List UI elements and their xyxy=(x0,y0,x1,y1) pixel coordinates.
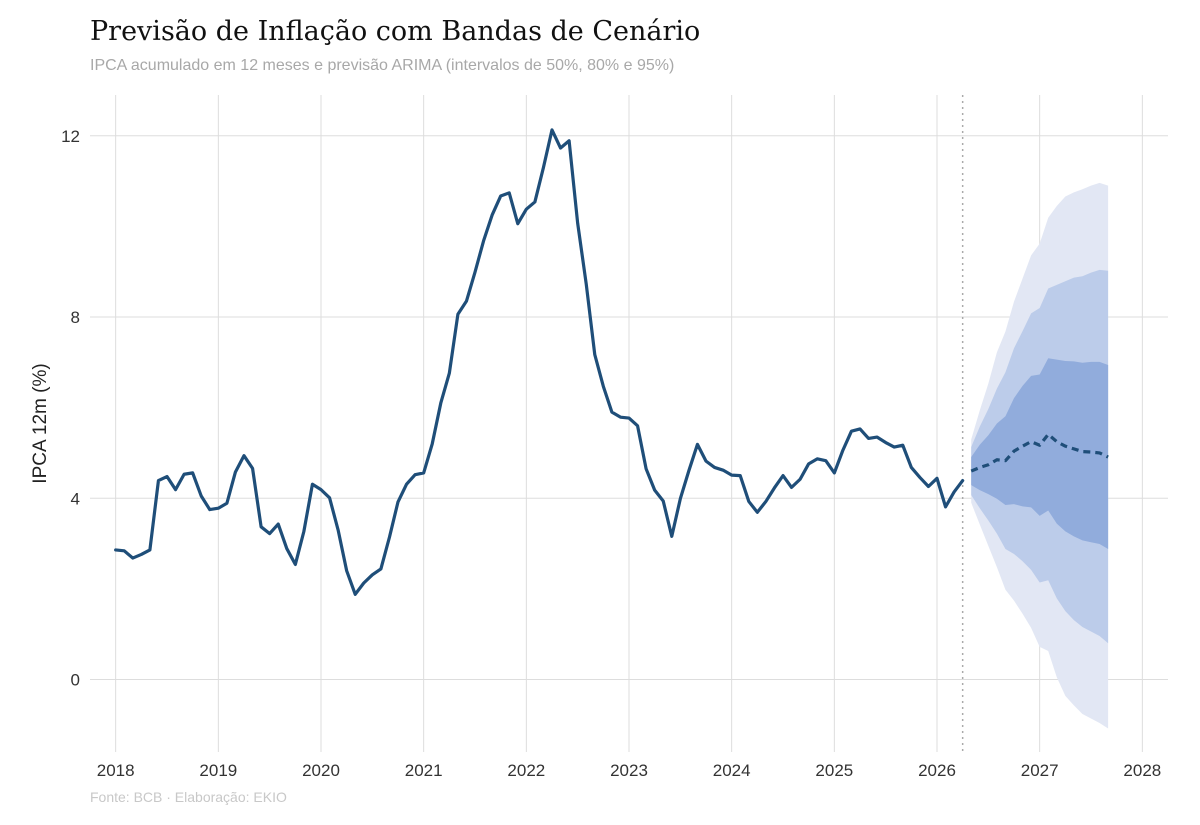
y-axis-title: IPCA 12m (%) xyxy=(30,363,51,483)
x-tick-label: 2026 xyxy=(918,761,956,780)
source-caption: Fonte: BCB · Elaboração: EKIO xyxy=(90,789,287,805)
x-tick-label: 2027 xyxy=(1021,761,1059,780)
history-line xyxy=(114,128,965,596)
x-tick-label: 2018 xyxy=(97,761,135,780)
band-50 xyxy=(971,358,1109,550)
x-tick-label: 2021 xyxy=(405,761,443,780)
forecast-mean-line xyxy=(970,432,1109,473)
y-tick-label: 8 xyxy=(71,308,80,327)
y-tick-label: 12 xyxy=(61,127,80,146)
y-tick-label: 4 xyxy=(71,489,80,508)
chart-subtitle: IPCA acumulado em 12 meses e previsão AR… xyxy=(90,57,675,74)
forecast-bands xyxy=(971,182,1109,729)
x-tick-label: 2028 xyxy=(1123,761,1161,780)
x-tick-label: 2023 xyxy=(610,761,648,780)
x-tick-label: 2019 xyxy=(199,761,237,780)
series-lines xyxy=(114,128,1109,596)
chart-title: Previsão de Inflação com Bandas de Cenár… xyxy=(90,16,701,47)
y-tick-label: 0 xyxy=(71,671,80,690)
x-tick-label: 2024 xyxy=(713,761,751,780)
x-tick-label: 2020 xyxy=(302,761,340,780)
x-tick-label: 2025 xyxy=(815,761,853,780)
x-tick-label: 2022 xyxy=(507,761,545,780)
tick-labels: 2018 2019 2020 2021 2022 2023 2024 2025 2026 2027… xyxy=(61,127,1161,780)
